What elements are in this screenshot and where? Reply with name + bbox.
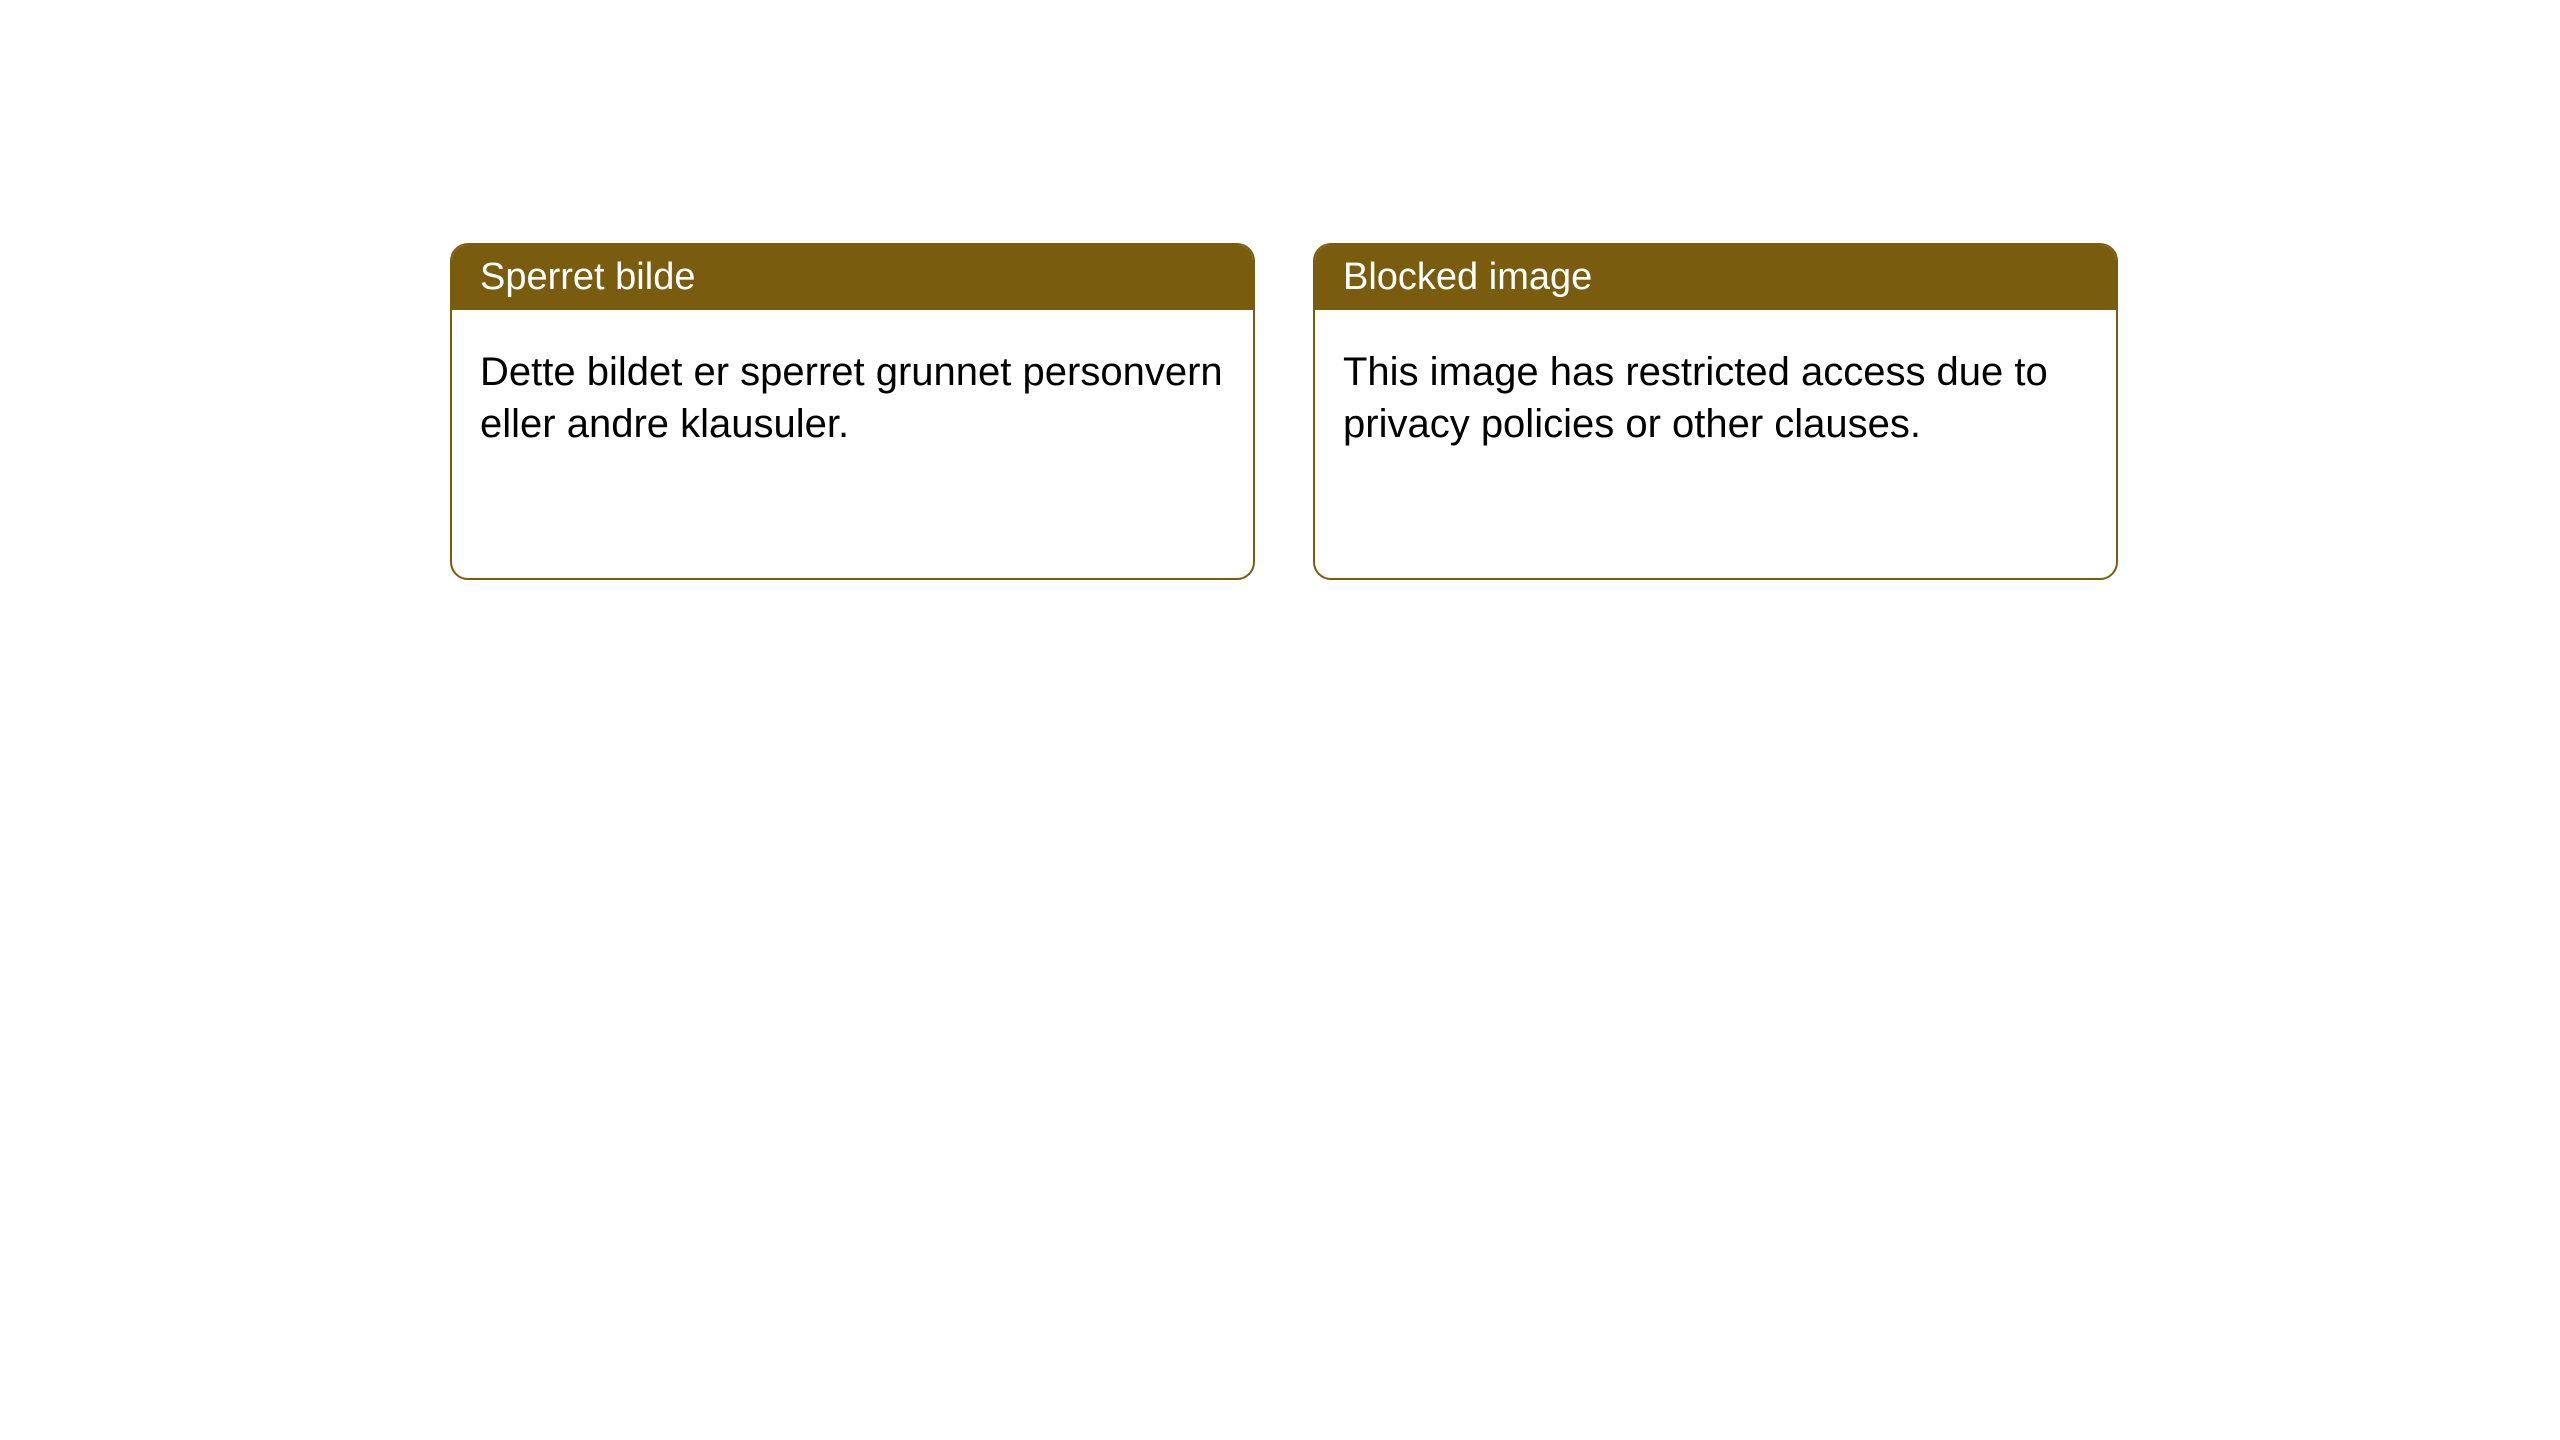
card-title: Blocked image [1343, 256, 1592, 298]
notice-card-english: Blocked image This image has restricted … [1313, 243, 2118, 580]
notice-container: Sperret bilde Dette bildet er sperret gr… [450, 243, 2118, 580]
notice-card-norwegian: Sperret bilde Dette bildet er sperret gr… [450, 243, 1255, 580]
card-body: This image has restricted access due to … [1315, 310, 2116, 486]
card-text: This image has restricted access due to … [1343, 350, 2048, 446]
card-body: Dette bildet er sperret grunnet personve… [452, 310, 1253, 486]
card-text: Dette bildet er sperret grunnet personve… [480, 350, 1223, 446]
card-title: Sperret bilde [480, 256, 695, 298]
card-header: Blocked image [1315, 245, 2116, 310]
card-header: Sperret bilde [452, 245, 1253, 310]
